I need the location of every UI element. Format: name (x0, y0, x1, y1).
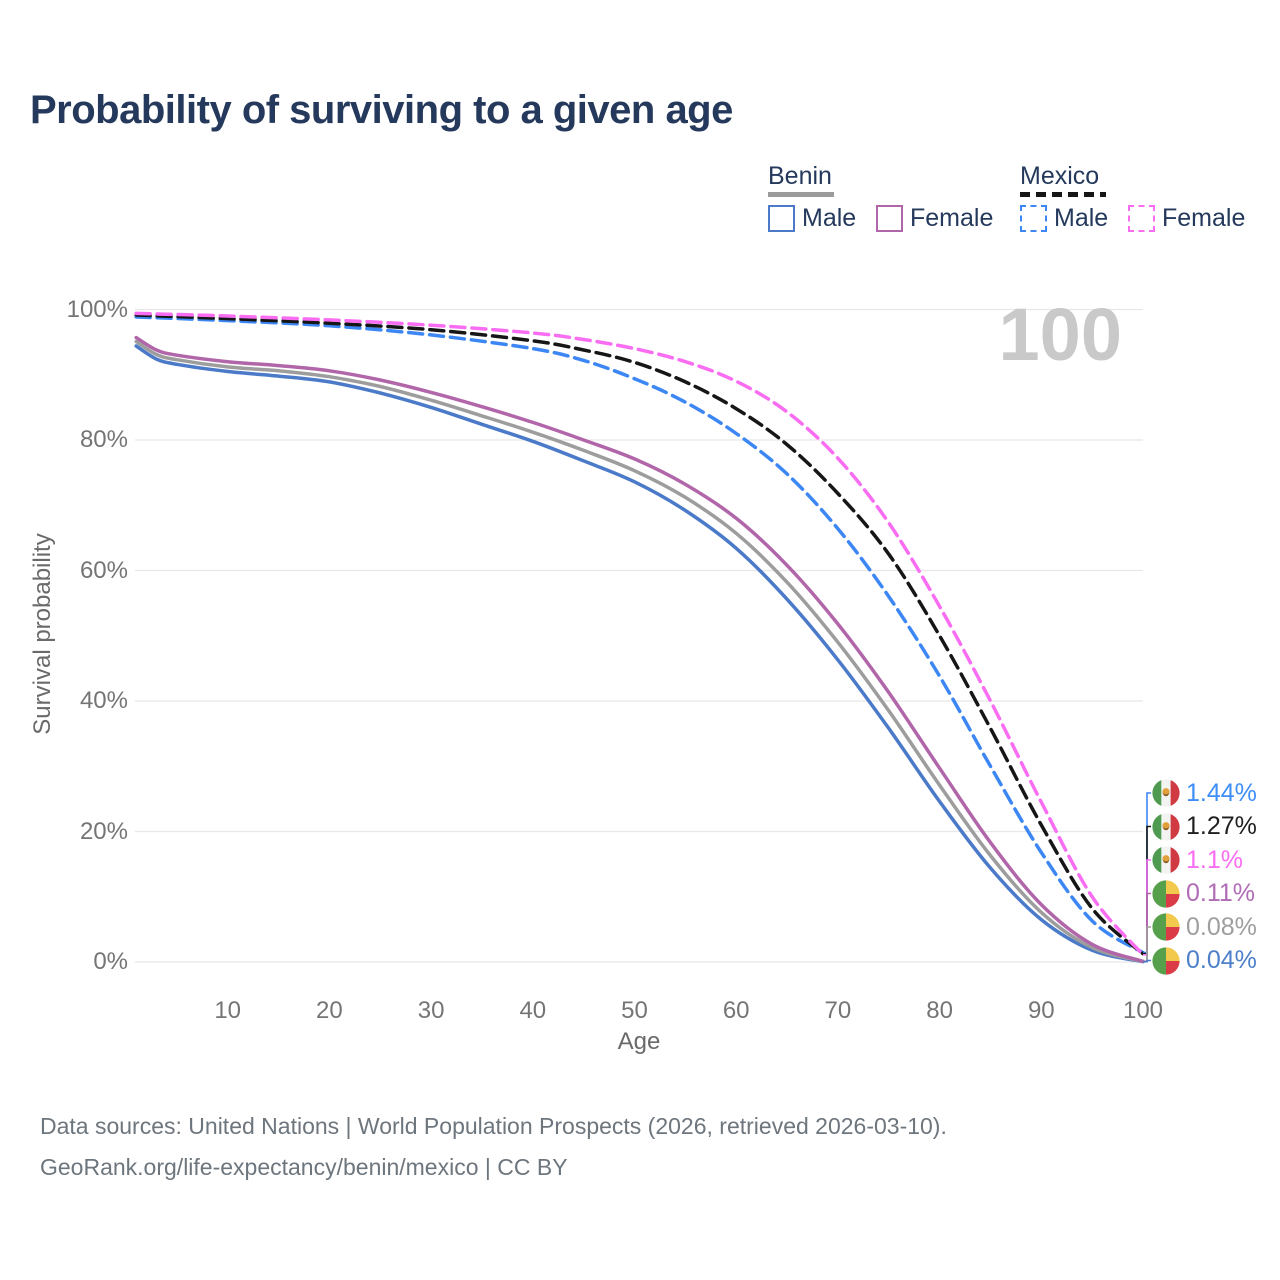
y-tick-label: 40% (79, 687, 128, 714)
legend-mexico-underline (1020, 192, 1106, 197)
x-tick-label: 30 (417, 997, 445, 1024)
legend-label-benin-male: Male (802, 203, 857, 232)
end-label-value: 1.1% (1186, 845, 1243, 874)
end-label-row: 0.08% (1152, 913, 1257, 941)
legend-label-benin-female: Female (910, 203, 994, 232)
legend-swatch-benin-male (768, 204, 795, 232)
y-tick-label: 0% (93, 948, 128, 975)
series-line-benin-female[interactable] (134, 335, 1145, 964)
end-label-value: 1.27% (1186, 812, 1257, 840)
x-tick-label: 40 (519, 997, 547, 1024)
legend-item-benin-female[interactable]: Female (876, 203, 993, 233)
end-label-row: 0.04% (1152, 946, 1257, 975)
end-label-row: 1.1% (1152, 846, 1243, 874)
end-label-leader (1143, 959, 1151, 963)
end-label-leader (1143, 926, 1151, 963)
legend-item-mexico-male[interactable]: Male (1020, 203, 1108, 233)
legend-label-mexico-female: Female (1162, 203, 1246, 232)
end-label-value: 1.44% (1186, 778, 1257, 807)
y-tick-label: 60% (79, 556, 128, 584)
end-label-value: 0.04% (1186, 946, 1257, 974)
x-tick-label: 70 (824, 997, 852, 1024)
end-label-row: 0.11% (1152, 879, 1256, 908)
hovered-age-watermark: 100 (998, 293, 1122, 376)
mexico-flag-icon (1152, 812, 1180, 841)
benin-flag-icon (1152, 946, 1180, 975)
series-line-mexico-total[interactable] (134, 313, 1145, 956)
source-line-1: Data sources: United Nations | World Pop… (40, 1113, 947, 1139)
y-tick-label: 100% (66, 295, 128, 323)
mexico-flag-icon (1152, 846, 1180, 874)
legend-item-benin-male[interactable]: Male (768, 203, 856, 233)
legend-swatch-mexico-male (1020, 204, 1047, 232)
x-tick-label: 80 (926, 997, 953, 1024)
series-line-mexico-male[interactable] (134, 315, 1145, 955)
legend-label-mexico-male: Male (1054, 203, 1109, 232)
end-label-row: 1.27% (1152, 812, 1257, 841)
end-label-row: 1.44% (1152, 779, 1257, 807)
benin-flag-icon (1152, 879, 1180, 908)
series-line-benin-male[interactable] (134, 344, 1145, 964)
x-tick-label: 100 (1122, 997, 1164, 1024)
benin-flag-icon (1152, 913, 1180, 941)
legend-swatch-benin-female (876, 204, 903, 232)
series-line-mexico-female[interactable] (134, 311, 1145, 957)
y-tick-label: 20% (79, 817, 128, 845)
source-line-2: GeoRank.org/life-expectancy/benin/mexico… (40, 1154, 568, 1180)
y-tick-label: 80% (79, 426, 128, 453)
x-tick-label: 90 (1027, 997, 1055, 1024)
y-axis-title: Survival probability (29, 533, 56, 735)
legend-group-benin-title: Benin (768, 162, 832, 190)
legend-item-mexico-female[interactable]: Female (1128, 203, 1245, 233)
x-tick-label: 60 (722, 997, 750, 1024)
x-tick-label: 50 (621, 997, 648, 1024)
end-label-value: 0.08% (1186, 912, 1257, 941)
mexico-flag-icon (1152, 779, 1180, 807)
legend-swatch-mexico-female (1128, 204, 1155, 232)
x-tick-label: 10 (214, 997, 242, 1024)
end-label-value: 0.11% (1186, 879, 1256, 907)
x-tick-label: 20 (316, 997, 343, 1024)
legend-benin-underline (768, 192, 834, 197)
x-axis-title: Age (617, 1028, 661, 1055)
series-line-benin-total[interactable] (134, 339, 1145, 964)
legend-group-mexico-title: Mexico (1020, 162, 1100, 190)
page-title: Probability of surviving to a given age (30, 88, 733, 132)
source-note: Data sources: United Nations | World Pop… (40, 1106, 947, 1188)
